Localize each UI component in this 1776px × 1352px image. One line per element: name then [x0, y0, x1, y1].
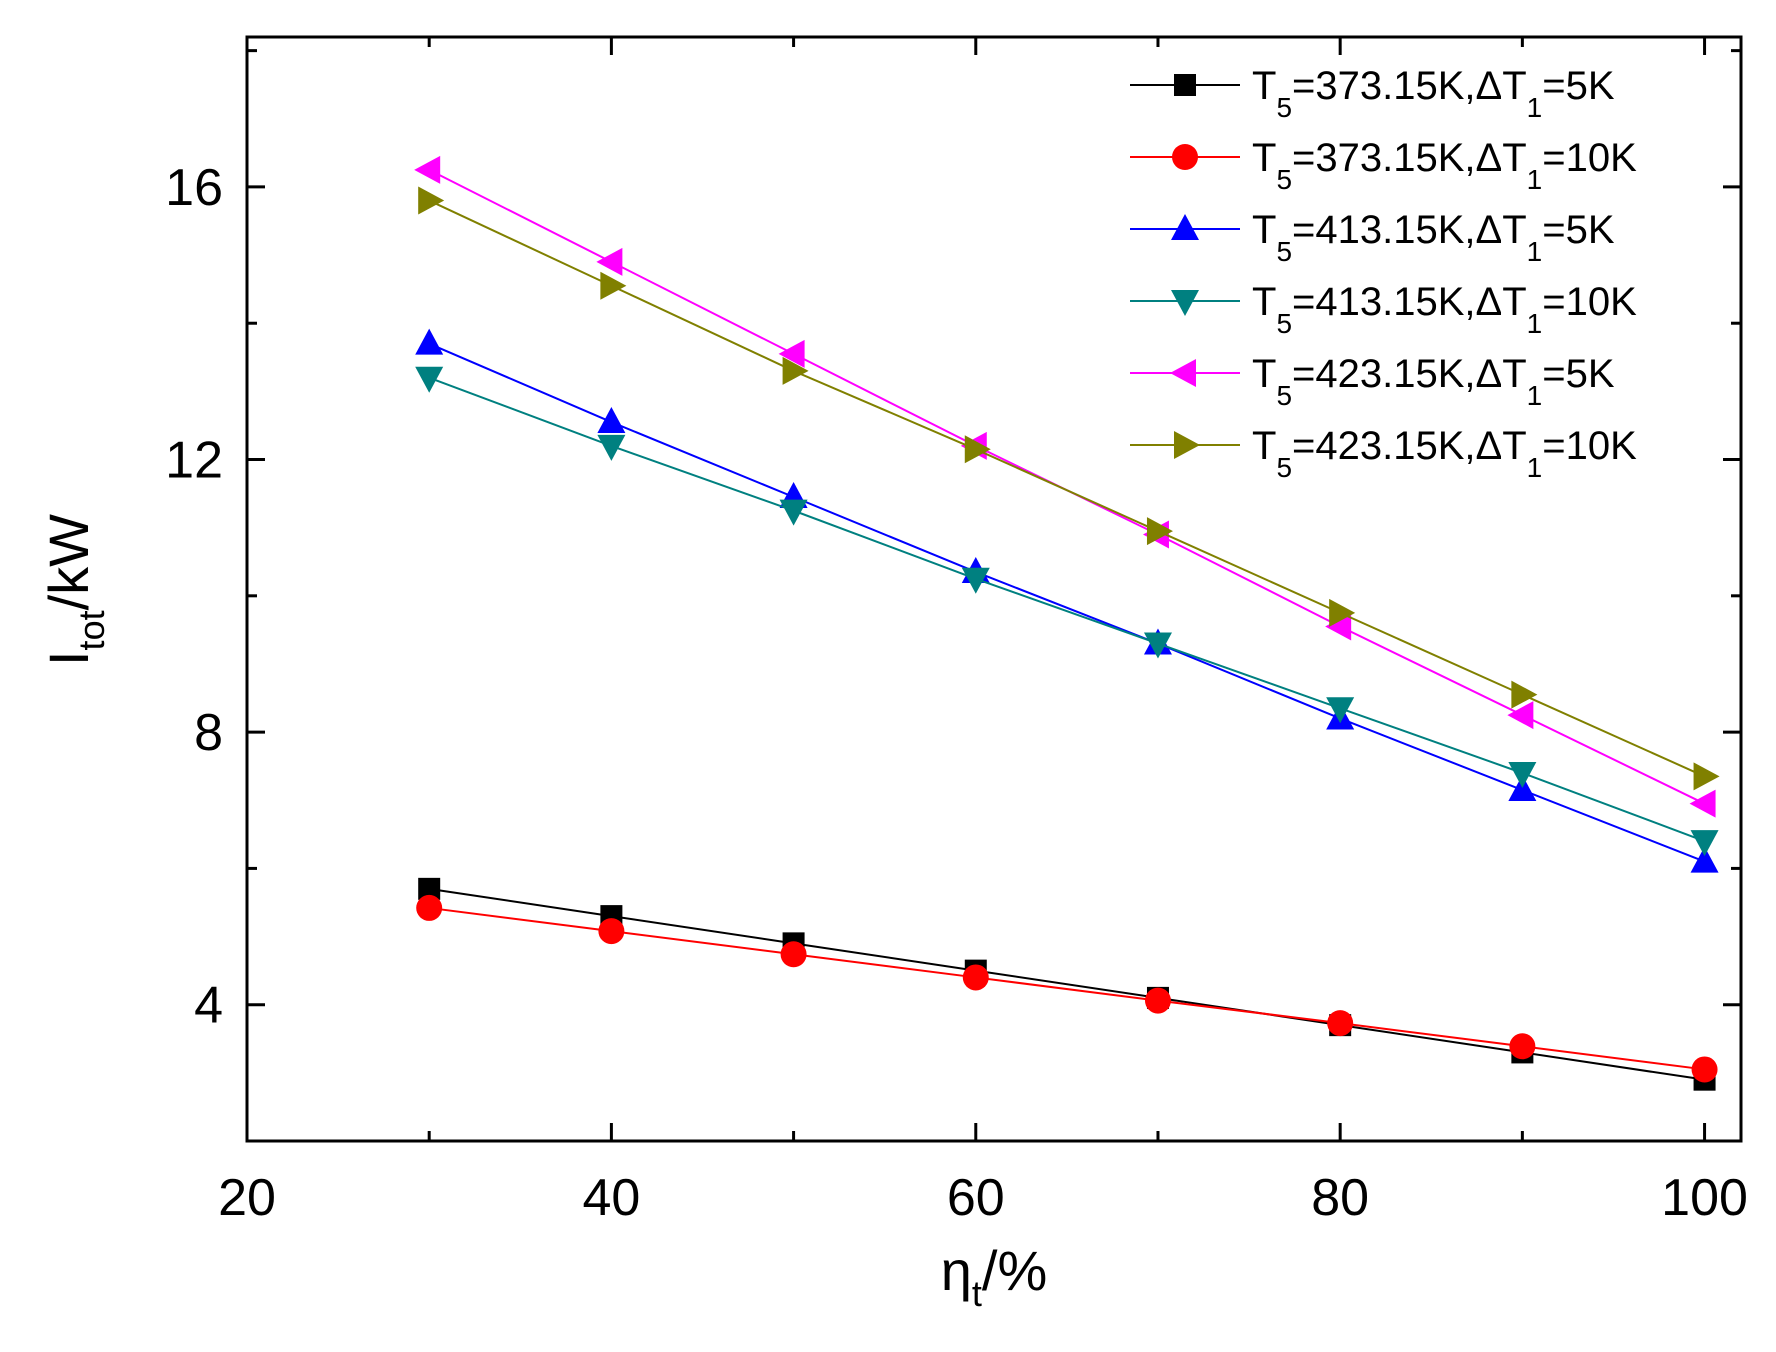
series-line: [428, 376, 1705, 843]
series-line: [429, 887, 1705, 1081]
tick-labels: 20 40 60 80 100 4 8 12 16: [165, 159, 1748, 1227]
legend-marker: [1174, 431, 1200, 459]
y-axis-title-sub: tot: [71, 610, 112, 650]
y-axis-title: Itot/kW: [37, 514, 112, 666]
legend-item: T5=373.15K,ΔT1=5K: [1130, 64, 1615, 123]
series-line: [429, 906, 1705, 1071]
plot-frame: [245, 35, 1743, 1143]
y-tick-label: 12: [165, 432, 223, 490]
data-point: [1326, 697, 1355, 724]
data-point: [1327, 1010, 1354, 1037]
x-axis-title: ηt/%: [941, 1239, 1048, 1314]
x-tick-label: 80: [1311, 1169, 1369, 1227]
data-point: [1690, 846, 1719, 873]
legend: T5=373.15K,ΔT1=5K T5=373.15K,ΔT1=10K T5=41…: [1130, 64, 1637, 483]
legend-item: T5=413.15K,ΔT1=5K: [1130, 208, 1615, 267]
x-tick-label: 60: [947, 1169, 1005, 1227]
data-point: [415, 328, 444, 355]
legend-label: T5=373.15K,ΔT1=5K: [1252, 64, 1615, 123]
legend-marker: [1172, 144, 1198, 170]
data-point: [418, 186, 445, 215]
x-axis-title-main: η: [941, 1239, 972, 1302]
data-point: [1329, 598, 1356, 627]
data-point: [962, 964, 989, 991]
legend-label: T5=373.15K,ΔT1=10K: [1252, 136, 1637, 195]
x-tick-label: 40: [582, 1169, 640, 1227]
legend-marker: [1171, 214, 1199, 240]
data-point: [1143, 632, 1172, 659]
data-point: [597, 407, 626, 434]
series-line: [428, 199, 1705, 778]
x-tick-label: 20: [218, 1169, 276, 1227]
legend-marker: [1171, 290, 1199, 316]
series-2: [416, 894, 1718, 1083]
legend-item: T5=423.15K,ΔT1=5K: [1130, 352, 1615, 411]
series-layer: [414, 155, 1720, 1091]
data-point: [1507, 701, 1534, 730]
x-tick-label: 100: [1661, 1169, 1748, 1227]
legend-label: T5=423.15K,ΔT1=5K: [1252, 352, 1615, 411]
x-axis-title-rest: /%: [982, 1239, 1047, 1302]
legend-item: T5=373.15K,ΔT1=10K: [1130, 136, 1637, 195]
data-point: [414, 155, 441, 184]
data-point: [1144, 987, 1171, 1014]
legend-item: T5=413.15K,ΔT1=10K: [1130, 280, 1637, 339]
data-point: [782, 356, 809, 385]
data-point: [600, 271, 627, 300]
data-point: [779, 499, 808, 526]
y-tick-label: 4: [194, 977, 223, 1035]
data-point: [597, 434, 626, 461]
data-point: [1690, 830, 1719, 857]
data-point: [1509, 1033, 1536, 1060]
series-5: [414, 155, 1716, 818]
y-axis-title-rest: /kW: [37, 514, 100, 611]
series-line: [428, 342, 1705, 863]
data-point: [961, 567, 990, 594]
series-3: [415, 328, 1719, 873]
legend-marker: [1170, 359, 1196, 387]
data-point: [1508, 775, 1537, 802]
x-axis-title-sub: t: [972, 1273, 982, 1314]
y-tick-label: 16: [165, 159, 223, 217]
data-point: [416, 894, 443, 921]
legend-label: T5=413.15K,ΔT1=10K: [1252, 280, 1637, 339]
data-point: [1511, 680, 1538, 709]
data-point: [780, 941, 807, 968]
data-point: [1689, 789, 1716, 818]
y-axis-title-main: I: [37, 650, 100, 666]
y-tick-label: 8: [194, 704, 223, 762]
legend-marker: [1174, 74, 1196, 96]
data-point: [1691, 1056, 1718, 1083]
series-4: [415, 366, 1719, 857]
data-point: [598, 918, 625, 945]
legend-label: T5=423.15K,ΔT1=10K: [1252, 424, 1637, 483]
data-point: [596, 247, 623, 276]
data-point: [778, 339, 805, 368]
data-point: [1146, 517, 1173, 546]
series-6: [418, 186, 1720, 791]
data-point: [1693, 762, 1720, 791]
data-point: [1508, 762, 1537, 788]
legend-item: T5=423.15K,ΔT1=10K: [1130, 424, 1637, 483]
data-point: [418, 877, 441, 900]
axis-ticks: [245, 37, 1741, 1143]
data-point: [1325, 612, 1352, 641]
data-point: [964, 435, 991, 464]
legend-label: T5=413.15K,ΔT1=5K: [1252, 208, 1615, 267]
data-point: [415, 366, 444, 393]
